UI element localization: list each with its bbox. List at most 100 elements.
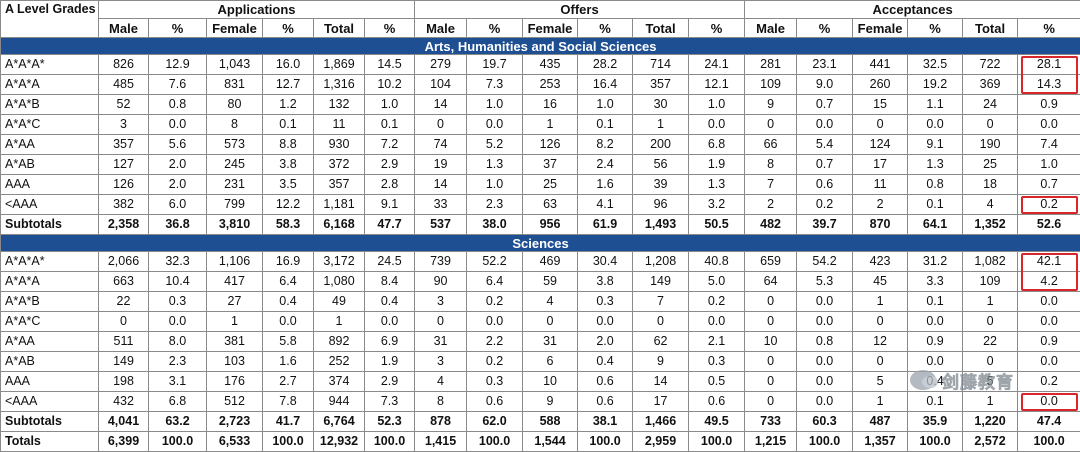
data-cell: 66 [745,135,797,155]
data-cell: 12.7 [263,75,314,95]
data-cell: 19.7 [467,55,523,75]
data-cell: 1,106 [207,252,263,272]
data-cell: 826 [99,55,149,75]
data-cell: 6.9 [365,332,415,352]
grade-label: A*A*C [1,312,99,332]
data-cell: 0.8 [908,175,963,195]
data-cell: 7.2 [365,135,415,155]
column-header: % [689,19,745,38]
data-cell: 1.0 [467,95,523,115]
data-cell: 2.4 [578,155,633,175]
data-cell: 0.0 [467,312,523,332]
data-cell: 6.8 [689,135,745,155]
data-cell: 512 [207,392,263,412]
data-cell: 11 [314,115,365,135]
data-cell: 14 [633,372,689,392]
data-cell: 2.7 [263,372,314,392]
data-cell: 0 [853,312,908,332]
data-cell: 1,493 [633,215,689,235]
data-cell: 1.3 [689,175,745,195]
data-cell: 109 [963,272,1018,292]
data-cell: 31 [415,332,467,352]
data-cell: 1,082 [963,252,1018,272]
data-cell: 2 [853,195,908,215]
data-cell: 382 [99,195,149,215]
data-cell: 1,208 [633,252,689,272]
data-cell: 52.6 [1018,215,1080,235]
data-cell: 8.4 [365,272,415,292]
data-cell: 3.3 [908,272,963,292]
data-cell: 63 [523,195,578,215]
data-cell: 14 [415,175,467,195]
data-cell: 4 [523,292,578,312]
data-cell: 3 [99,115,149,135]
data-cell: 22 [963,332,1018,352]
data-cell: 0.0 [797,392,853,412]
data-cell: 0.0 [797,115,853,135]
data-cell: 0.9 [908,332,963,352]
data-cell: 0.0 [689,312,745,332]
data-cell: 52.2 [467,252,523,272]
data-cell: 24.1 [689,55,745,75]
data-cell: 435 [523,55,578,75]
column-header: % [578,19,633,38]
grade-label: A*A*A [1,272,99,292]
data-cell: 27 [207,292,263,312]
data-cell: 15 [853,95,908,115]
section-header-row: Arts, Humanities and Social Sciences [1,38,1080,55]
data-cell: 74 [415,135,467,155]
data-cell: 0.6 [797,175,853,195]
data-cell: 32.5 [908,55,963,75]
data-cell: 0.3 [149,292,207,312]
grade-label: A*A*B [1,95,99,115]
data-cell: 0.0 [797,292,853,312]
grade-label: <AAA [1,392,99,412]
data-cell: 0.7 [797,155,853,175]
data-cell: 0.0 [578,312,633,332]
data-cell: 279 [415,55,467,75]
column-header: Total [963,19,1018,38]
data-cell: 956 [523,215,578,235]
data-cell: 8 [745,155,797,175]
data-cell: 0.0 [1018,312,1080,332]
column-header: % [797,19,853,38]
data-cell: 49.5 [689,412,745,432]
data-cell: 100.0 [467,432,523,452]
data-cell: 8.2 [578,135,633,155]
data-cell: 40.8 [689,252,745,272]
data-cell: 372 [314,155,365,175]
data-cell: 9.1 [365,195,415,215]
data-cell: 8.0 [149,332,207,352]
data-cell: 3.8 [578,272,633,292]
column-header: Total [314,19,365,38]
data-cell: 870 [853,215,908,235]
data-cell: 132 [314,95,365,115]
data-cell: 19 [415,155,467,175]
data-cell: 714 [633,55,689,75]
data-cell: 58.3 [263,215,314,235]
data-cell: 100.0 [578,432,633,452]
data-cell: 63.2 [149,412,207,432]
data-cell: 100.0 [797,432,853,452]
data-cell: 4.1 [578,195,633,215]
data-cell: 1,544 [523,432,578,452]
data-cell: 5.8 [263,332,314,352]
data-cell: 0 [745,115,797,135]
data-cell: 38.1 [578,412,633,432]
data-cell: 0 [415,312,467,332]
data-cell: 149 [633,272,689,292]
data-cell: 0.0 [1018,115,1080,135]
data-cell: 2,066 [99,252,149,272]
data-cell: 126 [99,175,149,195]
data-cell: 0.4 [365,292,415,312]
data-cell: 0 [745,372,797,392]
highlight-box [1021,56,1078,94]
data-cell: 1,316 [314,75,365,95]
data-cell: 374 [314,372,365,392]
data-cell: 127 [99,155,149,175]
data-cell: 511 [99,332,149,352]
